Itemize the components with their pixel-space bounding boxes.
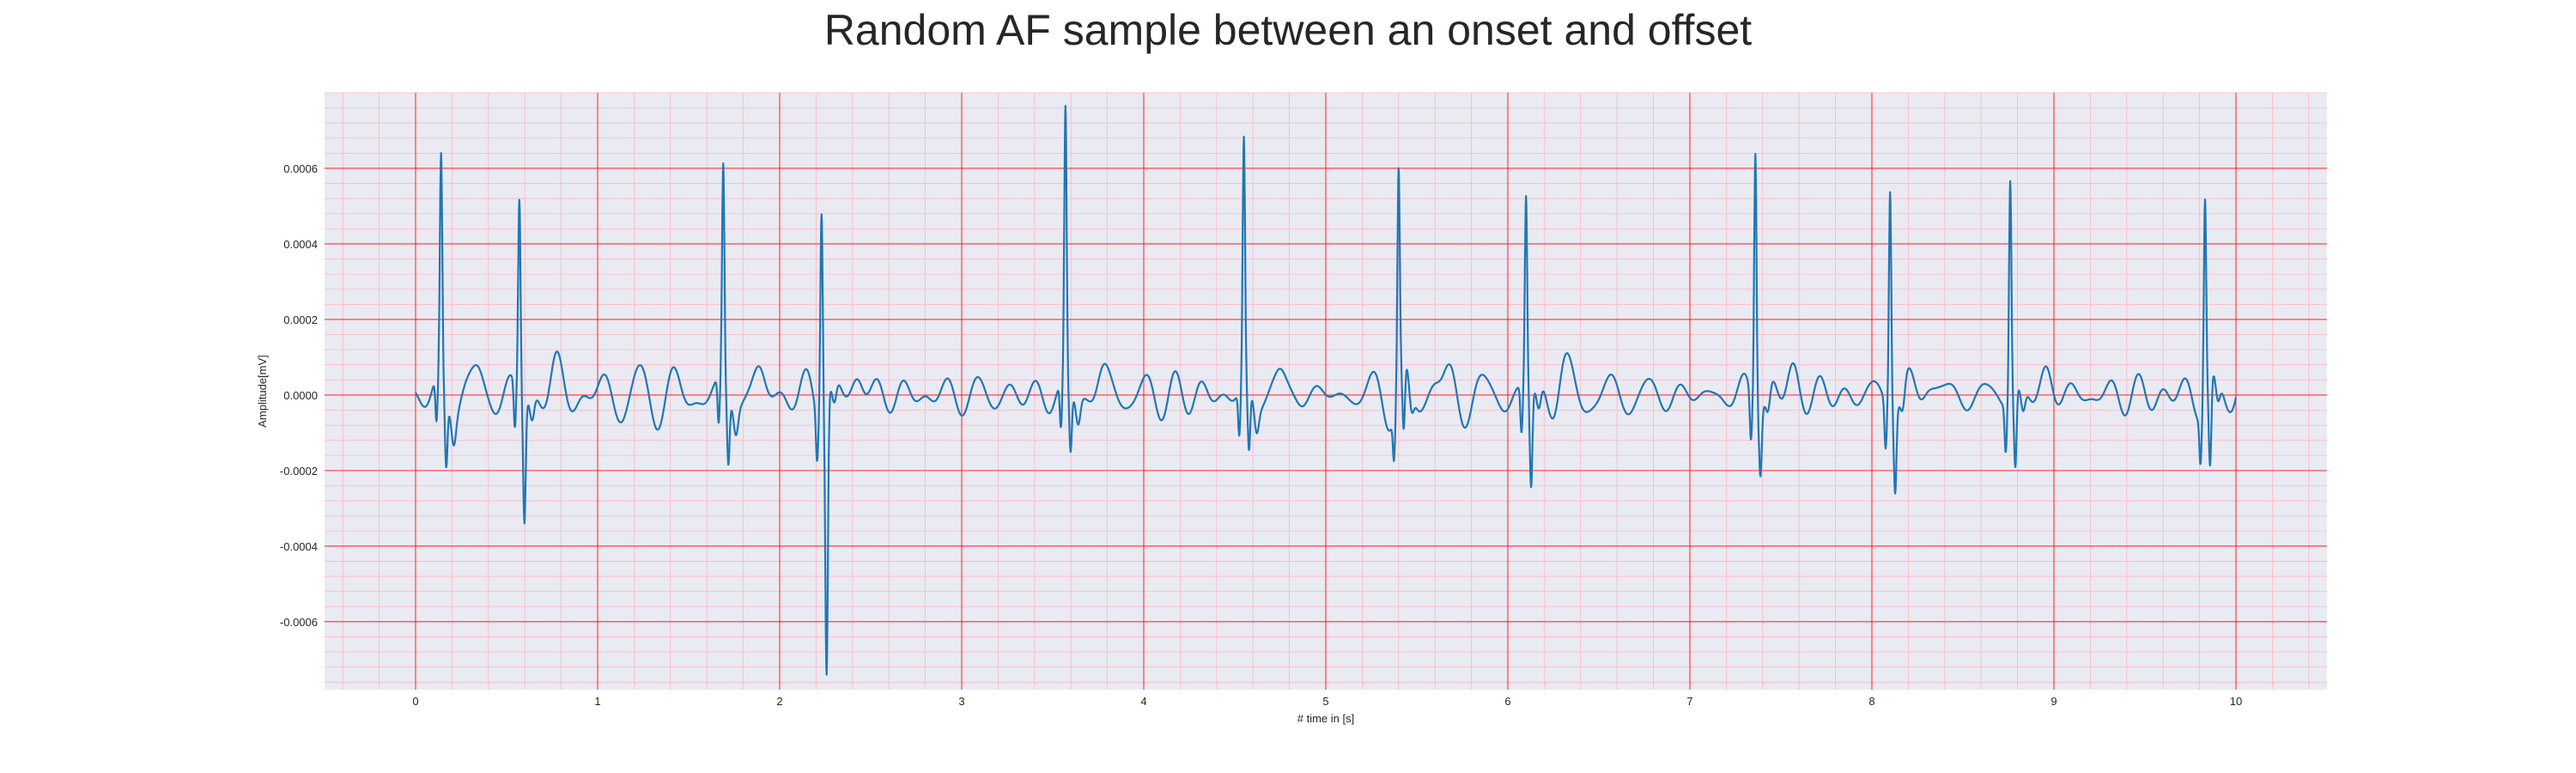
y-tick-label: 0.0006 bbox=[283, 162, 318, 175]
y-tick-label: 0.0000 bbox=[283, 389, 318, 402]
y-tick-label: -0.0006 bbox=[280, 616, 318, 629]
x-tick-label: 0 bbox=[412, 695, 418, 708]
x-tick-label: 2 bbox=[776, 695, 782, 708]
x-tick-label: 3 bbox=[958, 695, 964, 708]
y-tick-label: -0.0004 bbox=[280, 540, 318, 553]
ecg-signal-line bbox=[415, 105, 2238, 676]
x-tick-label: 8 bbox=[1868, 695, 1874, 708]
major-grid bbox=[325, 93, 2327, 690]
y-tick-label: -0.0002 bbox=[280, 465, 318, 478]
y-axis-ticks: -0.0006 -0.0004 -0.0002 0.0000 0.0002 0.0004 0… bbox=[280, 162, 318, 629]
chart-title: Random AF sample between an onset and of… bbox=[823, 6, 1753, 54]
y-axis-label: Amplitude[mV] bbox=[256, 355, 269, 428]
y-tick-label: 0.0004 bbox=[283, 238, 318, 251]
x-tick-label: 5 bbox=[1322, 695, 1328, 708]
x-tick-label: 7 bbox=[1686, 695, 1692, 708]
x-tick-label: 10 bbox=[2230, 695, 2242, 708]
series-layer bbox=[415, 105, 2238, 676]
x-tick-label: 4 bbox=[1140, 695, 1146, 708]
x-axis-ticks: 0 1 2 3 4 5 6 7 8 9 10 bbox=[412, 695, 2242, 708]
x-tick-label: 9 bbox=[2050, 695, 2057, 708]
x-tick-label: 6 bbox=[1504, 695, 1510, 708]
x-axis-label: # time in [s] bbox=[1297, 712, 1354, 725]
x-tick-label: 1 bbox=[594, 695, 600, 708]
y-tick-label: 0.0002 bbox=[283, 313, 318, 326]
